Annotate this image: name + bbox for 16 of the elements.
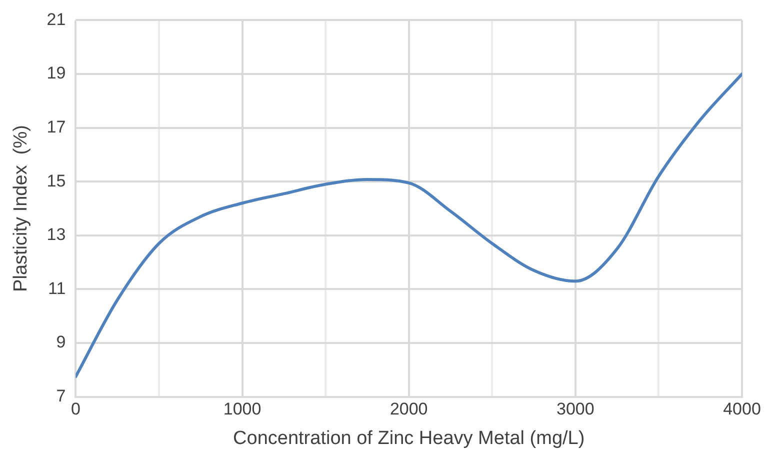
x-tick-label: 2000 — [390, 400, 428, 419]
x-tick-label: 3000 — [556, 400, 594, 419]
x-tick-label: 4000 — [723, 400, 761, 419]
y-tick-label: 19 — [46, 64, 66, 83]
y-tick-label: 11 — [48, 278, 66, 298]
x-axis-title: Concentration of Zinc Heavy Metal (mg/L) — [233, 428, 585, 449]
y-tick-label: 7 — [56, 386, 66, 406]
y-axis-title: Plasticity Index (%) — [10, 125, 32, 292]
y-tick-label: 9 — [56, 332, 66, 352]
x-tick-label: 0 — [70, 400, 80, 419]
y-tick-label: 21 — [46, 10, 66, 29]
x-tick-label: 1000 — [223, 400, 262, 419]
y-tick-label: 17 — [46, 117, 66, 136]
y-tick-label: 15 — [46, 171, 66, 190]
line-series — [76, 72, 742, 378]
y-tick-label: 13 — [46, 225, 66, 244]
